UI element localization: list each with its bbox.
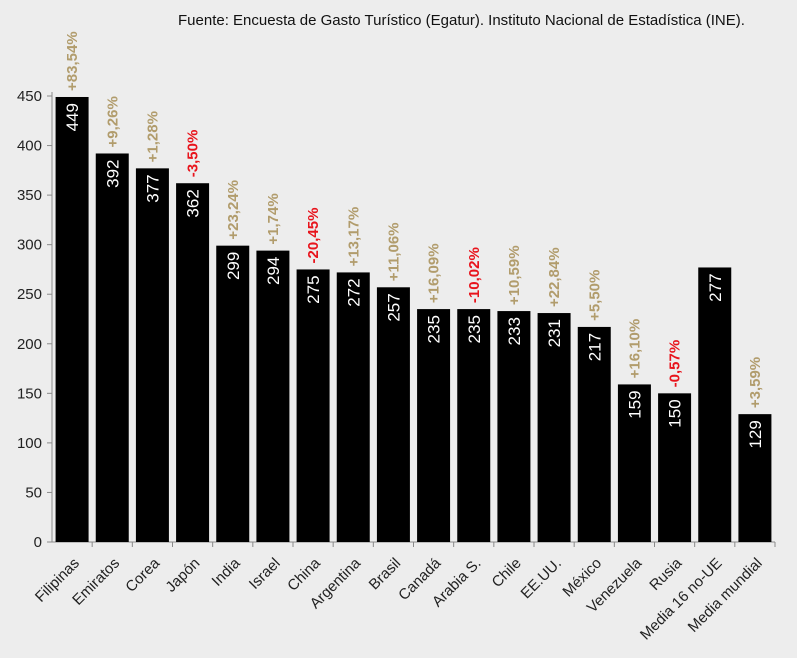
bar-value-label: 257 bbox=[384, 293, 403, 321]
bar-value-label: 449 bbox=[63, 103, 82, 131]
bar-value-label: 231 bbox=[545, 319, 564, 347]
bar bbox=[336, 272, 370, 542]
bar-change-label: +16,09% bbox=[426, 243, 443, 303]
bar-value-label: 294 bbox=[264, 257, 283, 285]
bar-value-label: 235 bbox=[465, 315, 484, 343]
y-tick-label: 250 bbox=[17, 286, 42, 303]
bar-change-label: +9,26% bbox=[104, 96, 121, 147]
bar bbox=[376, 287, 410, 542]
bar bbox=[256, 250, 290, 542]
bar-value-label: 150 bbox=[666, 399, 685, 427]
bar bbox=[577, 326, 611, 542]
bar-change-label: +1,74% bbox=[265, 193, 282, 244]
bar-change-label: -3,50% bbox=[185, 130, 202, 178]
bar bbox=[617, 384, 651, 542]
x-category-label: Chile bbox=[489, 555, 525, 591]
bar-change-label: -0,57% bbox=[667, 340, 684, 388]
bar-value-label: 159 bbox=[625, 390, 644, 418]
bar-value-label: 377 bbox=[143, 174, 162, 202]
x-category-label: India bbox=[209, 554, 244, 589]
y-tick-label: 50 bbox=[25, 484, 42, 501]
bar bbox=[216, 245, 250, 542]
bar-value-label: 277 bbox=[706, 273, 725, 301]
bar-change-label: +5,50% bbox=[586, 270, 603, 321]
bar bbox=[537, 313, 571, 542]
y-tick-label: 400 bbox=[17, 138, 42, 155]
bar-value-label: 217 bbox=[585, 333, 604, 361]
bar-change-label: +83,54% bbox=[64, 31, 81, 91]
x-category-label: Israel bbox=[246, 555, 284, 593]
bar bbox=[135, 168, 169, 542]
y-tick-label: 0 bbox=[34, 534, 42, 551]
bar-change-label: +13,17% bbox=[345, 207, 362, 267]
y-tick-label: 300 bbox=[17, 237, 42, 254]
bar-value-label: 299 bbox=[224, 252, 243, 280]
y-tick-label: 200 bbox=[17, 336, 42, 353]
bar-value-label: 392 bbox=[103, 159, 122, 187]
x-category-label: Japón bbox=[162, 555, 203, 596]
bar bbox=[658, 393, 692, 542]
bar bbox=[698, 267, 732, 542]
y-tick-label: 100 bbox=[17, 435, 42, 452]
bar bbox=[95, 153, 129, 543]
bar-value-label: 129 bbox=[746, 420, 765, 448]
y-tick-label: 350 bbox=[17, 187, 42, 204]
bar-change-label: +3,59% bbox=[747, 357, 764, 408]
bar-change-label: +1,28% bbox=[144, 111, 161, 162]
bar bbox=[55, 96, 89, 542]
y-tick-label: 450 bbox=[17, 88, 42, 105]
bar-change-label: +11,06% bbox=[385, 222, 402, 281]
bar-value-label: 362 bbox=[184, 189, 203, 217]
bar-change-label: +10,59% bbox=[506, 245, 523, 305]
bar bbox=[296, 269, 330, 542]
source-note: Fuente: Encuesta de Gasto Turístico (Ega… bbox=[178, 12, 745, 29]
bar bbox=[497, 311, 531, 542]
x-category-label: Corea bbox=[122, 554, 163, 595]
bar bbox=[176, 183, 210, 542]
x-category-label: EE.UU. bbox=[518, 555, 565, 602]
bar bbox=[457, 309, 491, 542]
bar-change-label: +16,10% bbox=[626, 319, 643, 379]
bar-value-label: 272 bbox=[344, 278, 363, 306]
bar-change-label: +22,84% bbox=[546, 247, 563, 307]
bar bbox=[417, 309, 451, 542]
bar-value-label: 233 bbox=[505, 317, 524, 345]
bar bbox=[738, 414, 772, 542]
bar-change-label: +23,24% bbox=[225, 180, 242, 240]
bar-change-label: -20,45% bbox=[305, 208, 322, 264]
y-tick-label: 150 bbox=[17, 385, 42, 402]
bar-value-label: 235 bbox=[425, 315, 444, 343]
bar-value-label: 275 bbox=[304, 275, 323, 303]
bar-change-label: -10,02% bbox=[466, 247, 483, 303]
